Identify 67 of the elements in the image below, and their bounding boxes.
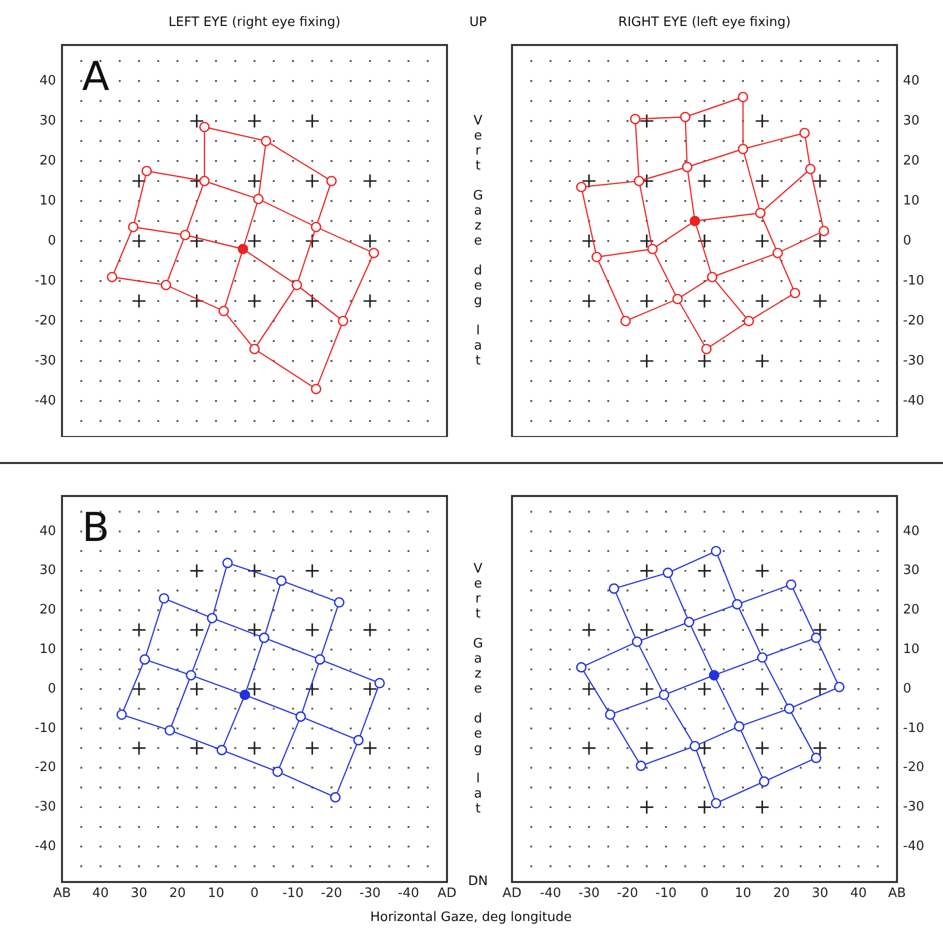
y-tick-label: -10 <box>34 273 56 288</box>
annotation: A <box>82 54 110 100</box>
y2-tick-label: 0 <box>903 233 912 248</box>
chart-title: LEFT EYE (right eye fixing) <box>168 15 340 30</box>
y2-tick-label: -40 <box>903 393 924 408</box>
y2-tick-label: -20 <box>903 760 924 776</box>
y-axis-title: Vert Gaze deg lat <box>470 562 486 816</box>
x-tick-label: -20 <box>320 886 342 902</box>
x-tick-label: AD <box>502 886 522 902</box>
x-tick-label: -30 <box>359 886 381 902</box>
x-tick-label: 30 <box>130 886 148 902</box>
x-tick-label: AD <box>438 886 456 902</box>
y-tick-label: 40 <box>39 73 56 88</box>
y2-tick-label: -10 <box>903 273 924 288</box>
y-tick-label: 0 <box>48 681 56 696</box>
x-tick-label: 10 <box>208 886 224 902</box>
x-tick-label: 20 <box>773 886 790 902</box>
y-tick-label: -40 <box>34 838 56 854</box>
y2-tick-label: 0 <box>903 681 912 696</box>
x-tick-label: 10 <box>734 886 752 902</box>
text: UP <box>469 15 487 30</box>
x-tick-label: 0 <box>700 886 709 902</box>
x-tick-label: 40 <box>92 886 109 902</box>
y2-tick-label: 20 <box>903 153 920 168</box>
y-tick-label: -30 <box>34 353 56 368</box>
y-tick-label: -40 <box>34 393 56 408</box>
chart-title: RIGHT EYE (left eye fixing) <box>618 15 791 30</box>
y-tick-label: 30 <box>39 113 56 128</box>
x-tick-label: -10 <box>655 886 677 902</box>
annotation: B <box>82 505 110 551</box>
x-tick-label: -40 <box>398 886 420 902</box>
y-tick-label: -30 <box>34 800 56 815</box>
y-tick-label: 30 <box>39 563 56 578</box>
y2-tick-label: -30 <box>903 353 924 368</box>
text: DN <box>468 874 488 889</box>
x-tick-label: 40 <box>850 886 867 902</box>
y2-tick-label: 30 <box>903 113 920 128</box>
y2-tick-label: -20 <box>903 313 924 328</box>
x-tick-label: -10 <box>282 886 304 902</box>
y-tick-label: 20 <box>39 602 56 618</box>
y2-tick-label: 30 <box>903 563 920 578</box>
x-tick-label: -20 <box>616 886 638 902</box>
x-tick-label: -40 <box>540 886 562 902</box>
y2-tick-label: 10 <box>903 193 920 208</box>
y-tick-label: 0 <box>48 233 56 248</box>
y2-tick-label: 40 <box>903 73 920 88</box>
y-tick-label: -10 <box>34 720 56 736</box>
x-tick-label: AB <box>888 886 906 902</box>
y2-tick-label: 40 <box>903 524 920 539</box>
y2-tick-label: 20 <box>903 602 920 618</box>
y-axis-title: Vert Gaze deg lat <box>470 114 486 368</box>
y2-tick-label: -30 <box>903 800 924 815</box>
y2-tick-label: -40 <box>903 838 924 854</box>
y2-tick-label: 10 <box>903 642 920 657</box>
x-axis-title: Horizontal Gaze, deg longitude <box>370 910 572 925</box>
y-tick-label: -20 <box>34 313 56 328</box>
x-tick-label: AB <box>53 886 71 902</box>
y-tick-label: -20 <box>34 760 56 776</box>
y-tick-label: 10 <box>39 193 56 208</box>
x-tick-label: 20 <box>169 886 186 902</box>
y-tick-label: 40 <box>39 524 56 539</box>
y-tick-label: 20 <box>39 153 56 168</box>
x-tick-label: -30 <box>578 886 600 902</box>
x-tick-label: 0 <box>250 886 259 902</box>
y-tick-label: 10 <box>39 642 56 657</box>
x-tick-label: 30 <box>812 886 828 902</box>
y2-tick-label: -10 <box>903 720 924 736</box>
